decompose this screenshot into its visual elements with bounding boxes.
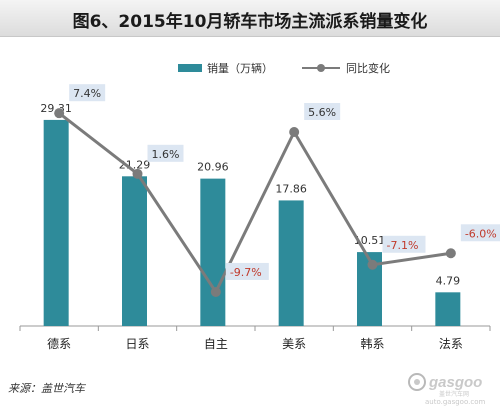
legend-label-line: 同比变化 <box>346 61 390 75</box>
svg-text:auto.gasgoo.com: auto.gasgoo.com <box>425 398 485 406</box>
bars <box>43 119 461 326</box>
yoy-value-label: -9.7% <box>230 266 262 279</box>
yoy-value-label: 7.4% <box>73 87 101 100</box>
yoy-label-box <box>225 262 269 280</box>
yoy-line-path <box>58 111 452 295</box>
bar <box>435 292 461 326</box>
yoy-label-box <box>147 144 184 162</box>
yoy-label-box <box>382 235 426 253</box>
bar-value-label: 21.29 <box>119 158 151 171</box>
chart: 销量（万辆） 同比变化 德系 日系 自主 美系 韩系 法系 29.31 21.29 20.96 1… <box>19 61 500 351</box>
svg-text:gasgoo: gasgoo <box>428 374 482 391</box>
yoy-point <box>289 127 300 137</box>
yoy-point <box>54 108 65 119</box>
yoy-point <box>132 168 143 179</box>
yoy-point <box>367 259 378 270</box>
yoy-value-label: -6.0% <box>465 227 497 240</box>
chart-title: 图6、2015年10月轿车市场主流派系销量变化 <box>72 12 428 32</box>
bar <box>278 200 304 326</box>
bar-value-label: 17.86 <box>275 182 307 195</box>
gasgoo-watermark-logo: gasgoo 盖世汽车网 auto.gasgoo.com <box>408 373 485 406</box>
x-tick-label: 日系 <box>125 337 149 351</box>
yoy-line <box>54 108 456 297</box>
x-tick-label: 韩系 <box>360 336 384 351</box>
svg-text:盖世汽车网: 盖世汽车网 <box>439 390 469 398</box>
legend-marker <box>317 64 325 72</box>
legend-swatch-bar <box>178 64 202 72</box>
yoy-label-box <box>304 103 341 120</box>
bar-value-label: 29.31 <box>40 102 72 115</box>
x-tick-label: 自主 <box>204 337 228 351</box>
yoy-value-label: 1.6% <box>152 148 180 161</box>
yoy-point <box>445 248 456 259</box>
bar-value-label: 4.79 <box>436 274 461 287</box>
legend-label-bar: 销量（万辆） <box>207 61 273 75</box>
legend: 销量（万辆） 同比变化 <box>178 61 390 75</box>
bar <box>43 119 69 326</box>
source-note: 来源：盖世汽车 <box>8 382 85 395</box>
yoy-point <box>210 286 221 297</box>
x-axis: 德系 日系 自主 美系 韩系 法系 <box>19 325 491 351</box>
yoy-value-labels: 7.4% 1.6% -9.7% 5.6% -7.1% -6.0% <box>69 84 500 280</box>
x-tick-label: 德系 <box>47 336 71 351</box>
bar <box>122 176 147 326</box>
bar-value-label: 20.96 <box>197 161 229 174</box>
x-tick-label: 美系 <box>282 337 306 351</box>
title-bar: 图6、2015年10月轿车市场主流派系销量变化 <box>0 0 500 37</box>
bar <box>200 178 226 326</box>
yoy-value-label: -7.1% <box>387 239 419 252</box>
yoy-label-box <box>460 224 500 242</box>
yoy-value-label: 5.6% <box>308 106 336 119</box>
x-tick-label: 法系 <box>439 337 463 351</box>
yoy-label-box <box>69 84 106 102</box>
